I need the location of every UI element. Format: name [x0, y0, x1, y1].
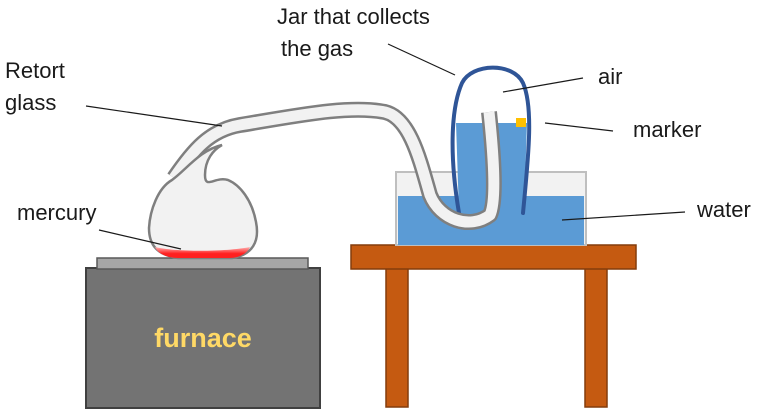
leader-water — [561, 211, 686, 221]
leader-marker — [544, 122, 614, 132]
label-air: air — [598, 64, 622, 89]
jar-outline — [450, 65, 532, 215]
label-mercury: mercury — [17, 200, 96, 225]
leader-mercury — [98, 229, 182, 250]
label-retort-line2: glass — [5, 90, 56, 115]
table-leg-right — [584, 266, 608, 408]
table-top — [350, 244, 637, 270]
label-marker: marker — [633, 117, 701, 142]
leader-jar — [387, 43, 456, 76]
labels: Jar that collects the gas Retort glass a… — [5, 4, 751, 225]
label-water: water — [696, 197, 751, 222]
retort-bulb — [147, 143, 259, 260]
label-jar-line1: Jar that collects — [277, 4, 430, 29]
furnace: furnace — [85, 257, 321, 409]
table-leg-left — [385, 266, 409, 408]
furnace-label: furnace — [154, 323, 252, 353]
leader-retort — [85, 105, 223, 127]
marker-tag — [516, 118, 526, 127]
mercury-pool — [155, 247, 250, 258]
label-jar-line2: the gas — [281, 36, 353, 61]
furnace-body — [85, 267, 321, 409]
furnace-plate — [96, 257, 309, 270]
table — [350, 244, 637, 408]
leader-air — [502, 77, 584, 93]
label-retort-line1: Retort — [5, 58, 65, 83]
leader-lines — [85, 43, 686, 250]
retort-tube-inner — [169, 104, 500, 228]
retort-glass — [147, 101, 502, 260]
